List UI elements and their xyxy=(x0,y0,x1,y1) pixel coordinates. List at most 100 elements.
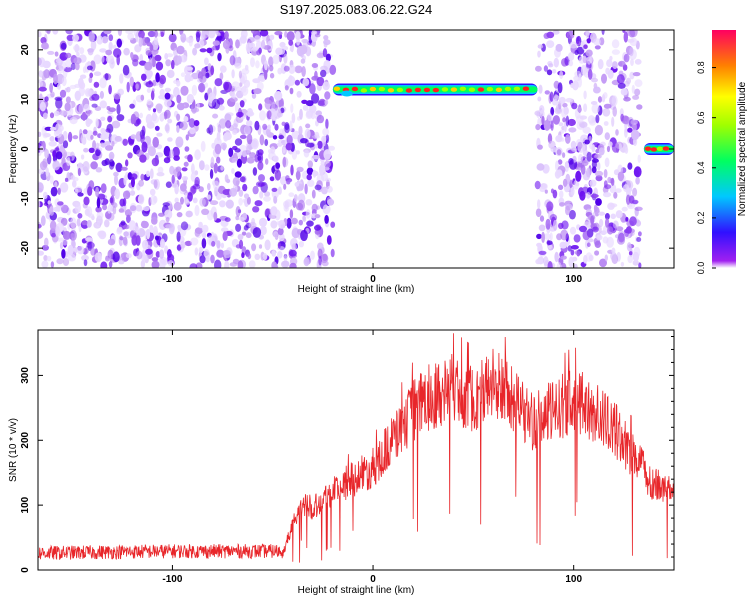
spectrogram-noise-blob xyxy=(160,31,165,37)
spectrogram-noise-blob xyxy=(325,134,330,144)
spectrogram-noise-blob xyxy=(54,51,59,57)
spectrogram-noise-blob xyxy=(56,258,64,265)
spectrogram-noise-blob xyxy=(601,73,607,84)
spectrogram-noise-blob xyxy=(82,129,88,135)
spectrogram-noise-blob xyxy=(57,187,61,195)
spectrogram-noise-blob xyxy=(216,240,221,249)
spectrogram-noise-blob xyxy=(265,158,269,165)
spectrogram-noise-blob xyxy=(245,120,253,127)
spectrogram-noise-blob xyxy=(247,112,252,118)
spectrogram-noise-blob xyxy=(210,254,215,264)
spectrogram-noise-blob xyxy=(263,195,271,202)
spectrogram-noise-blob xyxy=(142,206,150,212)
spectrogram-noise-blob xyxy=(176,125,180,133)
spectrogram-noise-blob xyxy=(598,225,602,234)
spectrogram-noise-blob xyxy=(314,33,321,38)
spectrogram-noise-blob xyxy=(271,187,278,192)
spectrogram-noise-blob xyxy=(552,99,559,106)
spectrogram-noise-blob xyxy=(535,124,541,131)
spectrogram-noise-blob xyxy=(39,81,43,87)
spectrogram-noise-blob xyxy=(282,146,286,154)
spectrogram-noise-blob xyxy=(315,110,323,116)
spectrogram-noise-blob xyxy=(90,161,98,170)
spectrogram-noise-blob xyxy=(212,45,220,51)
spectrogram-noise-blob xyxy=(151,257,159,262)
y-tick-label: -10 xyxy=(20,191,31,206)
spectrogram-noise-blob xyxy=(168,33,177,43)
spectrogram-noise-blob xyxy=(304,183,308,195)
spectrogram-noise-blob xyxy=(210,156,215,168)
spectrogram-noise-blob xyxy=(147,30,156,38)
spectrogram-noise-blob xyxy=(70,217,77,229)
spectrogram-noise-blob xyxy=(54,96,63,102)
spectrogram-noise-blob xyxy=(108,84,112,95)
spectrogram-noise-blob xyxy=(298,125,303,136)
spectrogram-noise-blob xyxy=(554,107,563,115)
spectrogram-noise-blob xyxy=(547,113,553,122)
snr-series-line xyxy=(38,333,674,563)
spectrogram-noise-blob xyxy=(602,236,609,244)
spectrogram-noise-blob xyxy=(316,114,325,124)
spectrogram-noise-blob xyxy=(122,224,130,230)
spectrogram-noise-blob xyxy=(274,123,279,131)
spectrogram-noise-blob xyxy=(250,57,255,68)
spectrogram-noise-blob xyxy=(246,196,251,205)
spectrogram-noise-blob xyxy=(611,95,618,106)
spectrogram-noise-blob xyxy=(262,123,268,130)
spectrogram-noise-blob xyxy=(575,170,582,182)
spectrogram-noise-blob xyxy=(173,168,181,178)
spectrogram-noise-blob xyxy=(549,214,558,222)
spectrogram-noise-blob xyxy=(537,44,544,49)
spectrogram-noise-blob xyxy=(263,45,271,50)
spectrogram-noise-blob xyxy=(625,226,632,234)
spectrogram-noise-blob xyxy=(288,192,295,197)
spectrogram-noise-blob xyxy=(629,46,634,57)
spectrogram-noise-blob xyxy=(49,136,55,142)
spectrogram-noise-blob xyxy=(595,149,600,154)
spectrogram-noise-blob xyxy=(239,176,246,183)
spectrogram-noise-blob xyxy=(67,244,74,256)
spectrogram-noise-blob xyxy=(55,229,61,237)
spectrogram-noise-blob xyxy=(271,250,277,257)
spectrogram-noise-blob xyxy=(286,217,292,229)
spectrogram-noise-blob xyxy=(176,113,181,122)
spectrogram-noise-blob xyxy=(82,161,90,172)
spectrogram-noise-blob xyxy=(279,41,286,48)
spectrogram-noise-blob xyxy=(127,32,135,41)
spectrogram-noise-blob xyxy=(604,157,610,168)
spectrogram-noise-blob xyxy=(135,32,139,43)
spectrogram-noise-blob xyxy=(273,195,278,204)
spectrogram-noise-blob xyxy=(82,66,87,74)
spectrogram-noise-blob xyxy=(149,224,154,233)
spectrogram-noise-blob xyxy=(195,31,201,43)
spectrogram-noise-blob xyxy=(599,258,607,268)
signal-track-peak xyxy=(650,147,658,152)
spectrogram-noise-blob xyxy=(188,37,193,47)
spectrogram-noise-blob xyxy=(254,154,259,163)
spectrogram-noise-blob xyxy=(291,113,296,124)
spectrogram-noise-blob xyxy=(259,225,267,236)
spectrogram-noise-blob xyxy=(552,219,558,231)
spectrogram-noise-blob xyxy=(165,181,172,188)
spectrogram-noise-blob xyxy=(144,61,153,71)
spectrogram-noise-blob xyxy=(633,166,642,178)
spectrogram-noise-blob xyxy=(176,231,181,242)
spectrogram-noise-blob xyxy=(122,138,128,146)
signal-track-peak xyxy=(644,146,652,151)
spectrogram-noise-blob xyxy=(72,34,80,42)
spectrogram-noise-blob xyxy=(52,30,59,35)
spectrogram-noise-blob xyxy=(322,204,331,215)
spectrogram-noise-blob xyxy=(268,214,272,219)
spectrogram-noise-blob xyxy=(306,174,312,181)
spectrogram-noise-blob xyxy=(67,131,73,143)
spectrogram-noise-blob xyxy=(325,118,329,130)
spectrogram-noise-blob xyxy=(147,70,153,78)
spectrogram-noise-blob xyxy=(280,107,285,114)
spectrogram-noise-blob xyxy=(189,263,198,268)
spectrogram-noise-blob xyxy=(609,55,613,61)
spectrogram-noise-blob xyxy=(252,167,258,176)
spectrogram-noise-blob xyxy=(50,91,55,98)
spectrogram-noise-blob xyxy=(296,166,304,173)
spectrogram-noise-blob xyxy=(238,197,243,206)
spectrogram-noise-blob xyxy=(38,182,44,193)
